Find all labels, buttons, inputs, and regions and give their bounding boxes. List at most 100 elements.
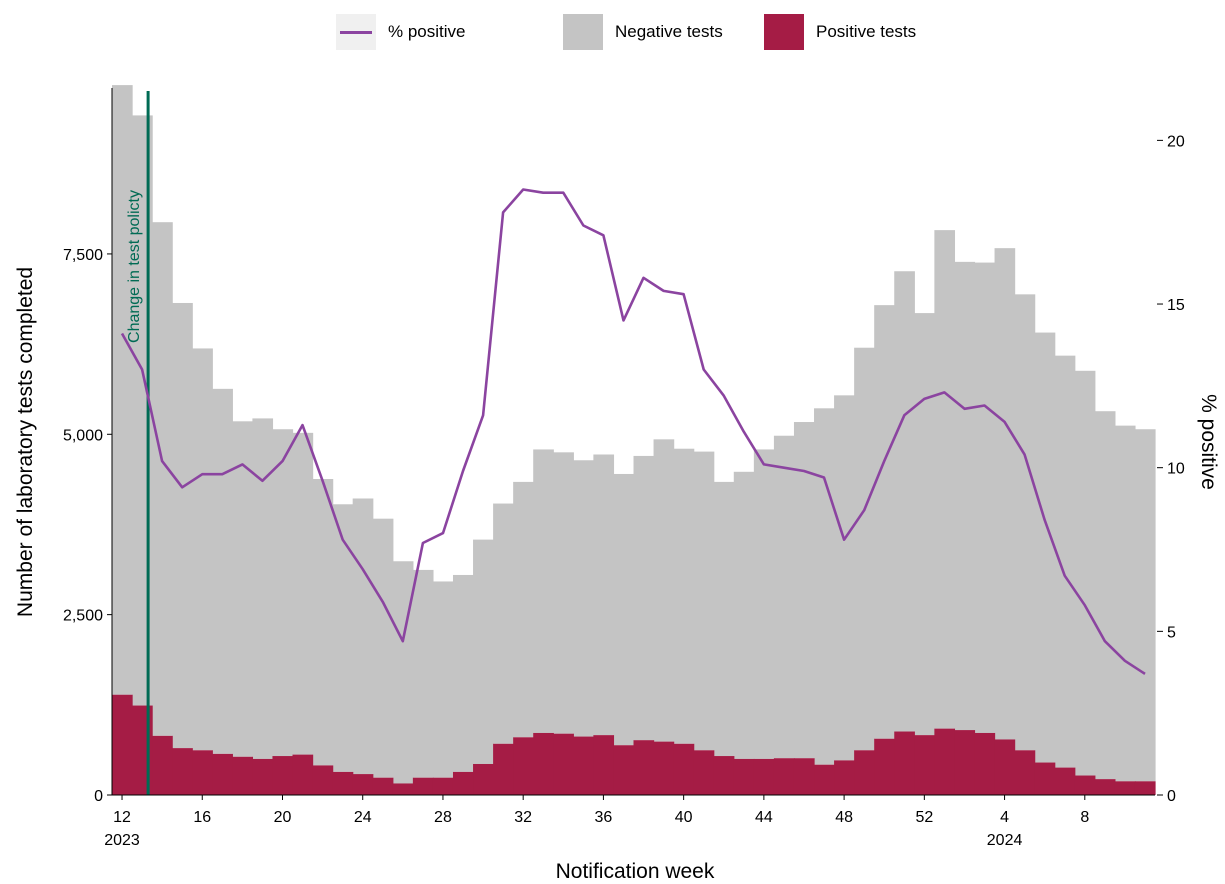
x-tick-label: 4 [1000,809,1009,826]
x-tick-label: 28 [434,809,452,826]
negative-bar [252,418,274,759]
negative-bar [533,449,554,733]
x-tick-year-label: 2023 [104,832,140,849]
negative-bar [152,222,173,736]
negative-bar [192,348,213,751]
negative-bar [513,481,534,738]
legend-positive-key [764,14,804,50]
negative-bar [713,481,735,757]
positive-bar [112,694,133,795]
negative-bars [112,85,1156,784]
negative-bar [1114,425,1136,782]
y-tick-label: 5,000 [63,427,103,444]
y2-axis-title: % positive [1197,394,1220,490]
x-tick-label: 36 [595,809,613,826]
legend-negative: Negative tests [563,14,723,50]
negative-bar [1094,411,1116,780]
negative-bar [854,347,875,751]
positive-bar [633,740,655,795]
positive-bar [1074,775,1096,795]
negative-bar [1054,355,1076,768]
positive-bar [232,756,254,795]
negative-bar [332,504,354,772]
negative-bar [1034,332,1056,763]
negative-bar [272,429,294,757]
positive-bar [212,753,233,795]
legend-positive-label: Positive tests [816,22,917,41]
positive-bar [372,777,394,795]
negative-bar [673,448,695,744]
x-tick-label: 48 [835,809,853,826]
y2-tick-label: 20 [1167,133,1185,150]
negative-bar [473,539,494,764]
x-tick-label: 52 [915,809,933,826]
negative-bar [112,85,133,695]
positive-bar [613,745,635,795]
positive-bar [733,758,755,795]
negative-bar [834,395,855,761]
policy-change-label: Change in test policty [126,190,143,343]
positive-bar [553,733,574,795]
y2-tick-label: 0 [1167,788,1176,805]
legend-line-key [336,14,376,50]
positive-bar [272,756,294,795]
negative-bar [693,451,715,751]
negative-bar [593,454,615,736]
y-tick-label: 7,500 [63,247,103,264]
positive-bar [934,728,956,795]
legend-negative-label: Negative tests [615,22,723,41]
y2-tick-label: 10 [1167,461,1185,478]
positive-bar [954,730,976,795]
positive-bar [152,735,173,795]
negative-bar [412,569,434,778]
positive-bar [653,741,675,795]
x-tick-label: 16 [193,809,211,826]
y2-tick-label: 15 [1167,297,1185,314]
positive-bar [332,771,354,795]
negative-bar [814,408,835,765]
positive-bar [593,735,615,795]
positive-bar [1034,762,1056,795]
negative-bar [934,230,956,729]
positive-bar [432,777,454,795]
positive-bar [172,748,193,795]
x-tick-label: 12 [113,809,131,826]
positive-bar [713,756,735,795]
negative-bar [372,518,394,778]
positive-bar [753,758,775,795]
negative-bar [452,574,474,772]
positive-bar [533,732,554,795]
negative-bar [733,471,755,759]
y2-tick-label: 5 [1167,624,1176,641]
negative-bar [914,313,935,736]
x-tick-year-label: 2024 [987,832,1023,849]
positive-bar [312,765,334,795]
positive-bar [673,743,695,795]
x-tick-label: 24 [354,809,372,826]
negative-bar [954,261,976,731]
negative-bar [974,262,996,733]
negative-bar [232,421,254,757]
negative-bar [172,302,193,749]
positive-bar [192,750,213,795]
negative-bar [994,248,1016,740]
positive-bar [573,736,594,795]
negative-bar [392,561,414,784]
positive-bar [252,758,274,795]
negative-bar [312,479,334,766]
negative-bar [1074,370,1096,776]
positive-bar [1134,781,1156,795]
positive-bar [412,777,434,795]
positive-bar [793,758,815,795]
positive-bar [1114,781,1136,795]
negative-bar [653,439,675,742]
negative-bar [793,422,815,759]
positive-bar [1054,767,1076,795]
positive-bar [493,743,514,795]
negative-bar [1014,294,1036,751]
negative-bar [894,271,915,732]
x-tick-label: 44 [755,809,773,826]
positive-bar [132,705,153,795]
